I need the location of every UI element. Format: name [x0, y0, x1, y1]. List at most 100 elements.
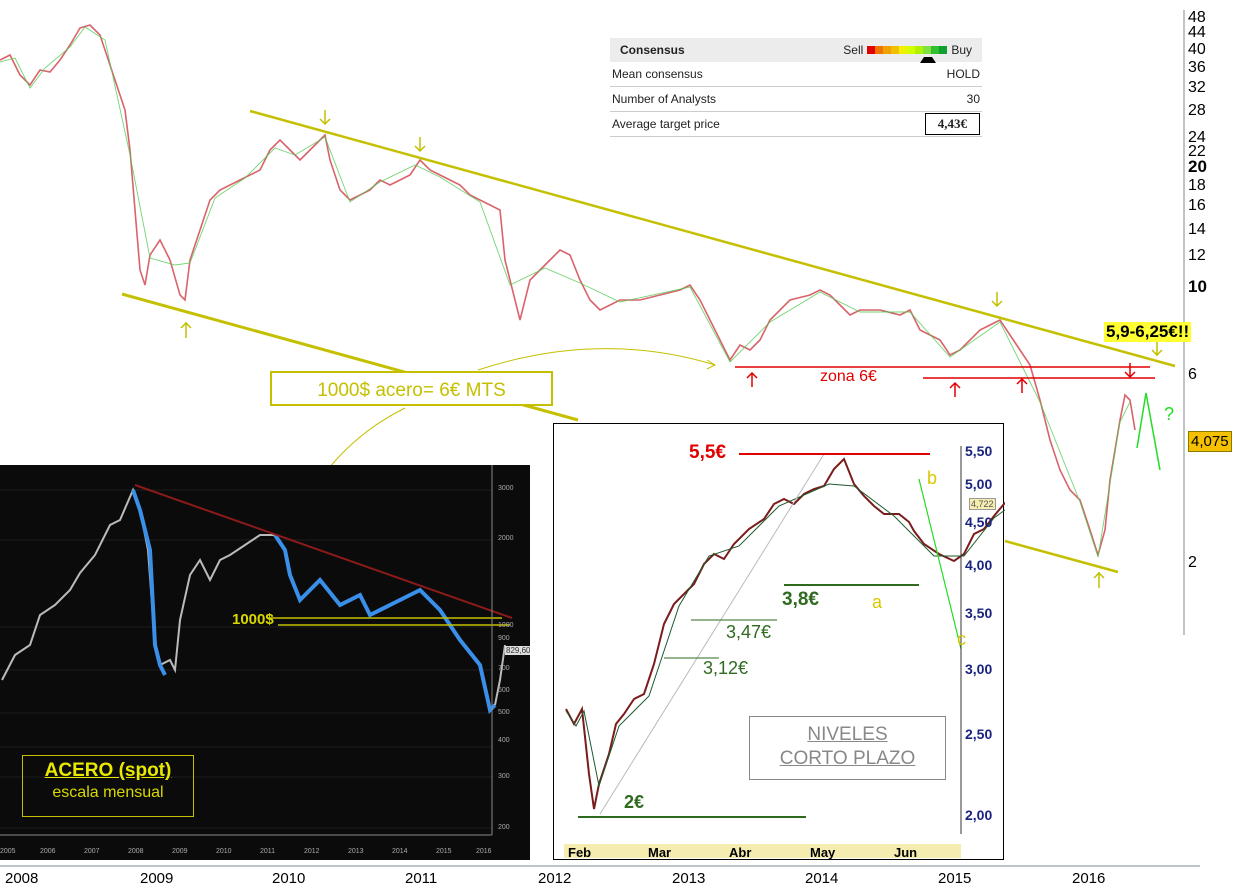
consensus-row: Number of Analysts 30 [610, 87, 982, 112]
level-55-label: 5,5€ [689, 442, 726, 463]
steel-subtitle: escala mensual [52, 784, 164, 801]
steel-inset-chart: 1000$ 829,60 ACERO (spot) escala mensual… [0, 465, 530, 860]
steel-x-tick: 2005 [0, 848, 16, 855]
y-tick: 14 [1188, 221, 1206, 238]
short-term-x-tick: May [810, 845, 836, 860]
consensus-title: Consensus [620, 43, 685, 57]
steel-x-tick: 2015 [436, 848, 452, 855]
steel-x-tick: 2008 [128, 848, 144, 855]
consensus-row: Mean consensus HOLD [610, 62, 982, 87]
steel-x-tick: 2014 [392, 848, 408, 855]
row-label: Number of Analysts [612, 92, 717, 106]
curve-arrow-to-zone [477, 348, 716, 371]
projection-path [1136, 392, 1161, 471]
steel-y-tick: 200 [498, 824, 510, 831]
short-term-title-1: NIVELES [807, 724, 888, 745]
row-value: HOLD [946, 67, 980, 81]
short-term-x-tick: Mar [648, 845, 672, 860]
row-value: 30 [966, 92, 980, 106]
y-tick: 48 [1188, 9, 1206, 26]
x-tick: 2010 [272, 870, 306, 887]
y-tick: 18 [1188, 177, 1206, 194]
wave-a-label: a [872, 592, 883, 612]
short-term-title-box: NIVELES CORTO PLAZO [749, 716, 946, 780]
steel-y-tick: 900 [498, 635, 510, 642]
short-term-y-tick: 4,00 [965, 557, 993, 573]
question-mark-label: ? [1164, 404, 1175, 424]
level-38-label: 3,8€ [782, 589, 819, 610]
x-tick: 2014 [805, 870, 839, 887]
level-312-label: 3,12€ [703, 658, 749, 678]
x-tick: 2015 [938, 870, 972, 887]
last-price-label: 4,075 [1188, 431, 1232, 452]
y-tick: 20 [1188, 157, 1207, 176]
y-tick: 28 [1188, 102, 1206, 119]
steel-y-tick: 1000 [498, 622, 514, 629]
short-term-y-tick: 5,50 [965, 443, 993, 459]
level-2-label: 2€ [624, 792, 645, 812]
wave-projection-line [918, 478, 962, 650]
y-tick: 44 [1188, 24, 1206, 41]
steel-y-tick: 2000 [498, 535, 514, 542]
short-term-y-tick: 2,50 [965, 726, 993, 742]
x-tick: 2009 [140, 870, 174, 887]
short-term-x-tick: Feb [568, 845, 592, 860]
y-tick: 12 [1188, 247, 1206, 264]
steel-y-tick: 500 [498, 709, 510, 716]
short-term-x-tick: Jun [894, 845, 918, 860]
consensus-row: Average target price 4,43€ [610, 112, 982, 137]
short-term-y-tick: 2,00 [965, 807, 993, 823]
steel-resistance-line [134, 484, 513, 619]
y-tick: 2 [1188, 554, 1197, 571]
short-term-y-tick: 4,50 [965, 514, 993, 530]
y-tick: 6 [1188, 366, 1197, 383]
price-series [0, 24, 1136, 558]
consensus-header: Consensus Sell Buy [610, 38, 982, 63]
y-tick: 36 [1188, 59, 1206, 76]
row-label: Mean consensus [612, 67, 703, 81]
short-term-inset-chart: 5,5€ 3,8€ 3,47€ 3,12€ 2€ a b c NIVELES C… [553, 423, 1005, 860]
steel-x-tick: 2012 [304, 848, 320, 855]
gauge-bar [867, 46, 948, 63]
x-tick: 2011 [405, 870, 438, 887]
target-price-value: 4,43€ [924, 113, 980, 135]
y-tick: 32 [1188, 79, 1206, 96]
consensus-gauge: Sell Buy [843, 43, 972, 63]
target-range-label: 5,9-6,25€!! [1104, 322, 1192, 342]
steel-x-tick: 2007 [84, 848, 100, 855]
yellow-arrow-icons [180, 110, 1163, 588]
steel-y-tick: 600 [498, 687, 510, 694]
steel-x-tick: 2011 [260, 848, 276, 855]
short-term-y-tick: 5,00 [965, 476, 993, 492]
consensus-panel: Consensus Sell Buy Mean consensus HOLD N… [610, 38, 982, 137]
steel-y-tick: 3000 [498, 485, 514, 492]
y-tick: 40 [1188, 41, 1206, 58]
short-term-price-tag: 4,722 [969, 498, 996, 510]
x-tick: 2013 [672, 870, 706, 887]
short-term-y-tick: 3,50 [965, 605, 993, 621]
steel-title-box: ACERO (spot) escala mensual [22, 755, 194, 817]
x-tick: 2016 [1072, 870, 1106, 887]
resistance-trendline [249, 109, 1176, 368]
short-term-x-tick: Abr [729, 845, 752, 860]
steel-price-tag: 829,60 [505, 646, 530, 655]
steel-y-tick: 300 [498, 773, 510, 780]
level-347-label: 3,47€ [726, 622, 772, 642]
x-tick: 2012 [538, 870, 572, 887]
steel-x-tick: 2006 [40, 848, 56, 855]
short-term-y-tick: 3,00 [965, 661, 993, 677]
x-tick: 2008 [5, 870, 39, 887]
buy-label: Buy [951, 43, 972, 57]
red-arrow-icons [746, 363, 1136, 397]
y-tick: 22 [1188, 143, 1206, 160]
wave-b-label: b [927, 468, 938, 488]
steel-x-tick: 2010 [216, 848, 232, 855]
sell-label: Sell [843, 43, 864, 57]
short-term-title-2: CORTO PLAZO [779, 748, 916, 769]
steel-y-tick: 700 [498, 665, 510, 672]
y-tick: 10 [1188, 277, 1207, 296]
row-label: Average target price [612, 117, 720, 131]
acero-equivalence-box: 1000$ acero= 6€ MTS [270, 371, 553, 406]
wave-c-label: c [957, 629, 966, 649]
steel-title: ACERO (spot) [44, 760, 172, 781]
